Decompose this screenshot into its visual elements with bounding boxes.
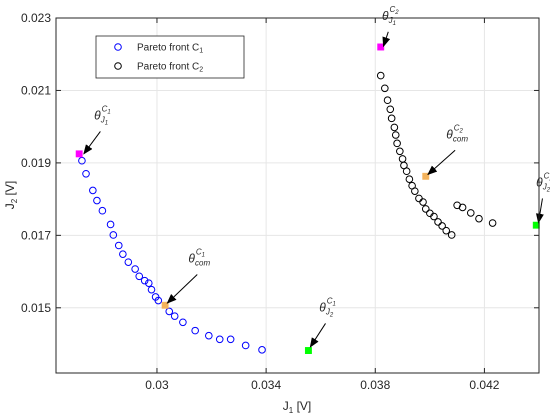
y-tick-label: 0.019	[21, 156, 51, 170]
highlight-point	[378, 44, 384, 50]
highlight-point	[305, 347, 311, 353]
x-tick-label: 0.038	[360, 378, 390, 392]
y-tick-label: 0.017	[21, 228, 51, 242]
x-axis-label: J1 [V]	[283, 399, 311, 415]
y-tick-label: 0.021	[21, 83, 51, 97]
legend-label-c1: Pareto front C1	[137, 43, 203, 55]
y-tick-label: 0.023	[21, 11, 51, 25]
highlight-point	[76, 151, 82, 157]
x-tick-label: 0.034	[251, 378, 281, 392]
legend-label-c2: Pareto front C2	[137, 62, 203, 74]
y-tick-label: 0.015	[21, 301, 51, 315]
y-axis-label: J2 [V]	[3, 181, 19, 209]
x-tick-label: 0.042	[469, 378, 499, 392]
legend: Pareto front C1 Pareto front C2	[96, 36, 244, 78]
x-tick-label: 0.03	[145, 378, 169, 392]
